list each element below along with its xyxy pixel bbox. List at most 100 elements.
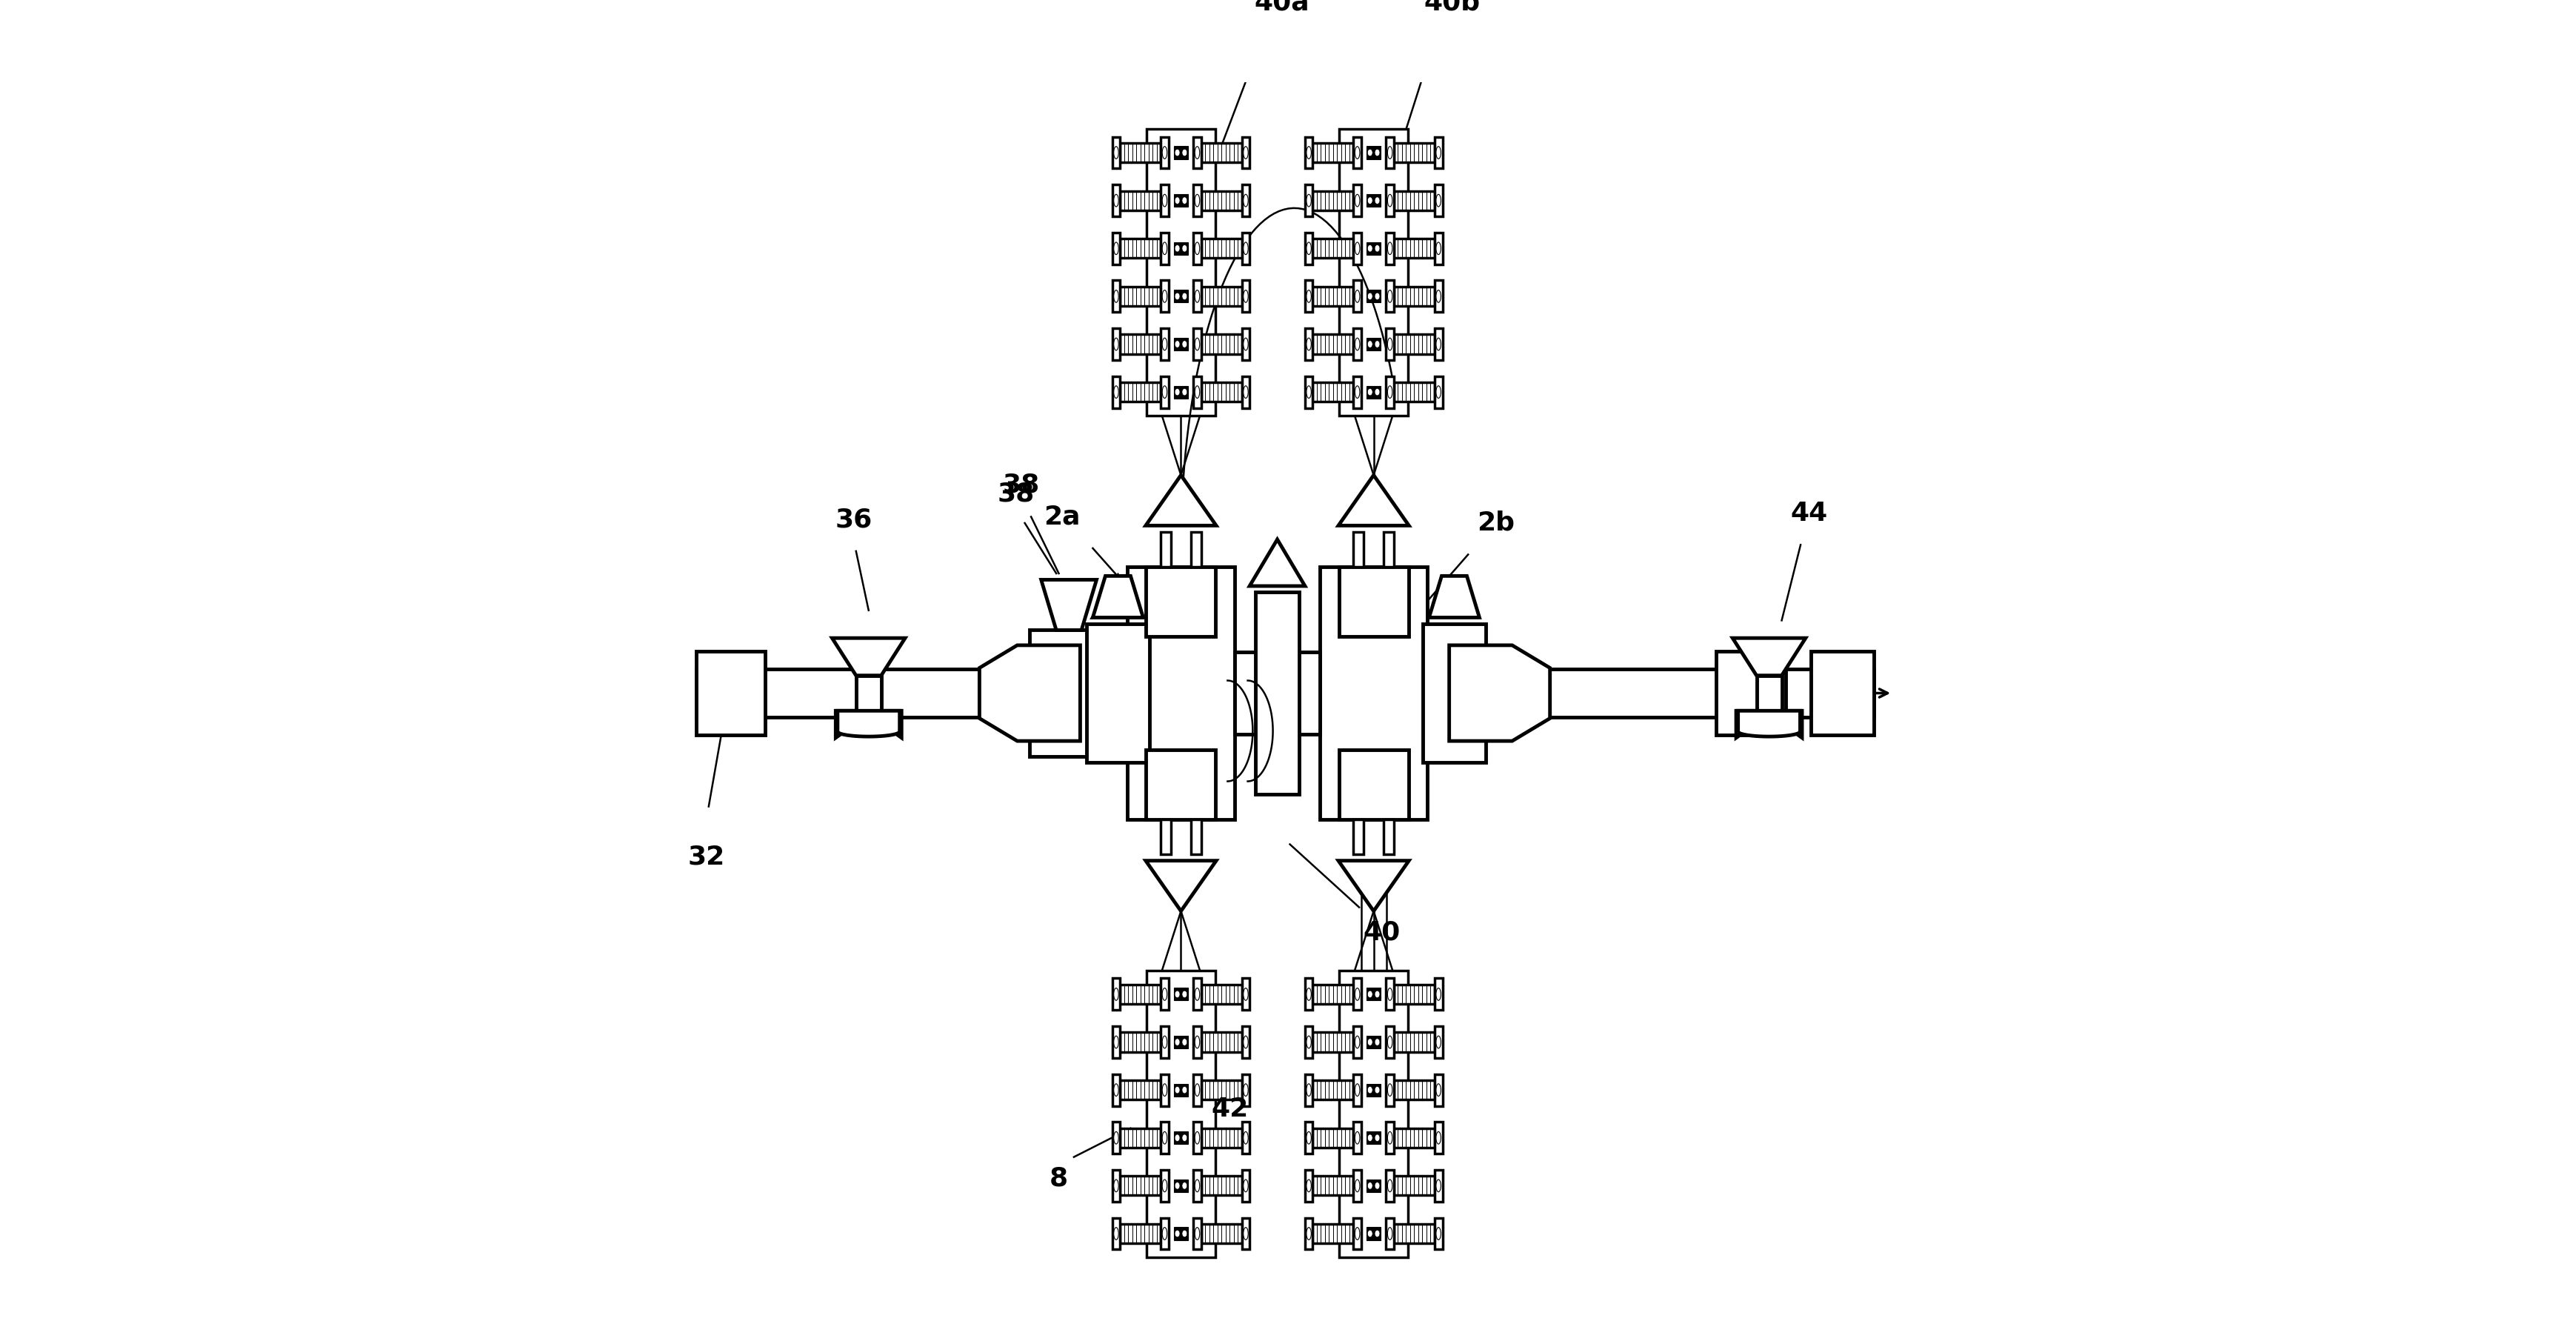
Ellipse shape [1435, 1227, 1440, 1239]
Ellipse shape [1162, 1036, 1167, 1048]
Ellipse shape [1435, 1083, 1440, 1097]
FancyBboxPatch shape [1121, 335, 1162, 353]
Ellipse shape [1388, 1180, 1391, 1192]
Ellipse shape [1368, 991, 1373, 997]
Ellipse shape [1355, 242, 1360, 254]
Polygon shape [1041, 579, 1097, 630]
FancyBboxPatch shape [1365, 1036, 1381, 1048]
Ellipse shape [1175, 198, 1180, 204]
FancyBboxPatch shape [1242, 1122, 1249, 1153]
Ellipse shape [1175, 149, 1180, 156]
Ellipse shape [1195, 290, 1200, 302]
Ellipse shape [1355, 195, 1360, 207]
FancyBboxPatch shape [696, 669, 1873, 718]
Ellipse shape [1195, 386, 1200, 398]
Ellipse shape [1376, 1039, 1381, 1046]
FancyBboxPatch shape [1386, 184, 1394, 216]
FancyBboxPatch shape [1242, 328, 1249, 360]
Ellipse shape [1355, 290, 1360, 302]
FancyBboxPatch shape [1162, 1027, 1170, 1058]
Ellipse shape [1113, 1036, 1118, 1048]
Ellipse shape [1388, 1227, 1391, 1239]
FancyBboxPatch shape [1255, 593, 1298, 794]
FancyBboxPatch shape [1394, 335, 1435, 353]
FancyBboxPatch shape [1193, 1122, 1200, 1153]
FancyBboxPatch shape [1242, 1027, 1249, 1058]
Text: 36: 36 [835, 507, 873, 532]
FancyBboxPatch shape [1200, 985, 1242, 1004]
Ellipse shape [1368, 1134, 1373, 1141]
FancyBboxPatch shape [1193, 978, 1200, 1011]
FancyBboxPatch shape [1121, 191, 1162, 210]
Ellipse shape [1244, 1132, 1249, 1144]
Ellipse shape [1244, 337, 1249, 351]
FancyBboxPatch shape [1757, 676, 1783, 711]
FancyBboxPatch shape [1306, 137, 1314, 168]
FancyBboxPatch shape [1162, 1218, 1170, 1250]
FancyBboxPatch shape [1314, 1176, 1352, 1195]
FancyBboxPatch shape [1162, 184, 1170, 216]
FancyBboxPatch shape [1200, 382, 1242, 402]
FancyBboxPatch shape [696, 652, 765, 735]
FancyBboxPatch shape [1306, 1169, 1314, 1202]
FancyBboxPatch shape [1365, 146, 1381, 159]
Ellipse shape [1182, 245, 1188, 251]
FancyBboxPatch shape [1121, 1081, 1162, 1099]
FancyBboxPatch shape [1394, 1176, 1435, 1195]
Ellipse shape [1175, 388, 1180, 395]
FancyBboxPatch shape [1175, 1132, 1188, 1144]
FancyBboxPatch shape [1242, 137, 1249, 168]
Ellipse shape [1113, 1180, 1118, 1192]
Polygon shape [835, 711, 855, 738]
Ellipse shape [1376, 293, 1381, 300]
FancyBboxPatch shape [1352, 233, 1360, 265]
FancyBboxPatch shape [1435, 1169, 1443, 1202]
FancyBboxPatch shape [1193, 376, 1200, 407]
FancyBboxPatch shape [1394, 142, 1435, 163]
Ellipse shape [1388, 242, 1391, 254]
FancyBboxPatch shape [1340, 750, 1409, 818]
Ellipse shape [1388, 386, 1391, 398]
Ellipse shape [1306, 195, 1311, 207]
Ellipse shape [1368, 1086, 1373, 1094]
Ellipse shape [1435, 1036, 1440, 1048]
FancyBboxPatch shape [1162, 376, 1170, 407]
Ellipse shape [1368, 198, 1373, 204]
Ellipse shape [1195, 242, 1200, 254]
FancyBboxPatch shape [1314, 335, 1352, 353]
Ellipse shape [1376, 1230, 1381, 1236]
FancyBboxPatch shape [1386, 1027, 1394, 1058]
FancyBboxPatch shape [1435, 281, 1443, 312]
Ellipse shape [1182, 1086, 1188, 1094]
FancyBboxPatch shape [1314, 286, 1352, 306]
Polygon shape [1092, 577, 1144, 617]
Ellipse shape [1162, 242, 1167, 254]
FancyBboxPatch shape [1386, 1218, 1394, 1250]
FancyBboxPatch shape [1175, 1180, 1188, 1192]
FancyBboxPatch shape [1314, 1081, 1352, 1099]
Text: 40b: 40b [1425, 0, 1481, 15]
FancyBboxPatch shape [1121, 985, 1162, 1004]
FancyBboxPatch shape [1314, 239, 1352, 258]
FancyBboxPatch shape [1128, 567, 1234, 818]
Ellipse shape [1306, 1083, 1311, 1097]
Ellipse shape [1368, 293, 1373, 300]
Ellipse shape [1244, 242, 1249, 254]
FancyBboxPatch shape [1242, 376, 1249, 407]
Ellipse shape [1244, 1083, 1249, 1097]
FancyBboxPatch shape [1146, 129, 1216, 415]
FancyBboxPatch shape [1352, 1074, 1360, 1106]
Ellipse shape [1113, 146, 1118, 159]
FancyBboxPatch shape [1193, 1074, 1200, 1106]
FancyBboxPatch shape [1352, 1218, 1360, 1250]
FancyBboxPatch shape [1193, 281, 1200, 312]
FancyBboxPatch shape [1190, 532, 1200, 567]
FancyBboxPatch shape [1175, 242, 1188, 255]
FancyBboxPatch shape [1435, 184, 1443, 216]
FancyBboxPatch shape [1200, 1128, 1242, 1148]
Ellipse shape [1162, 290, 1167, 302]
FancyBboxPatch shape [1394, 286, 1435, 306]
FancyBboxPatch shape [1200, 239, 1242, 258]
Ellipse shape [1113, 386, 1118, 398]
FancyBboxPatch shape [1394, 1224, 1435, 1243]
